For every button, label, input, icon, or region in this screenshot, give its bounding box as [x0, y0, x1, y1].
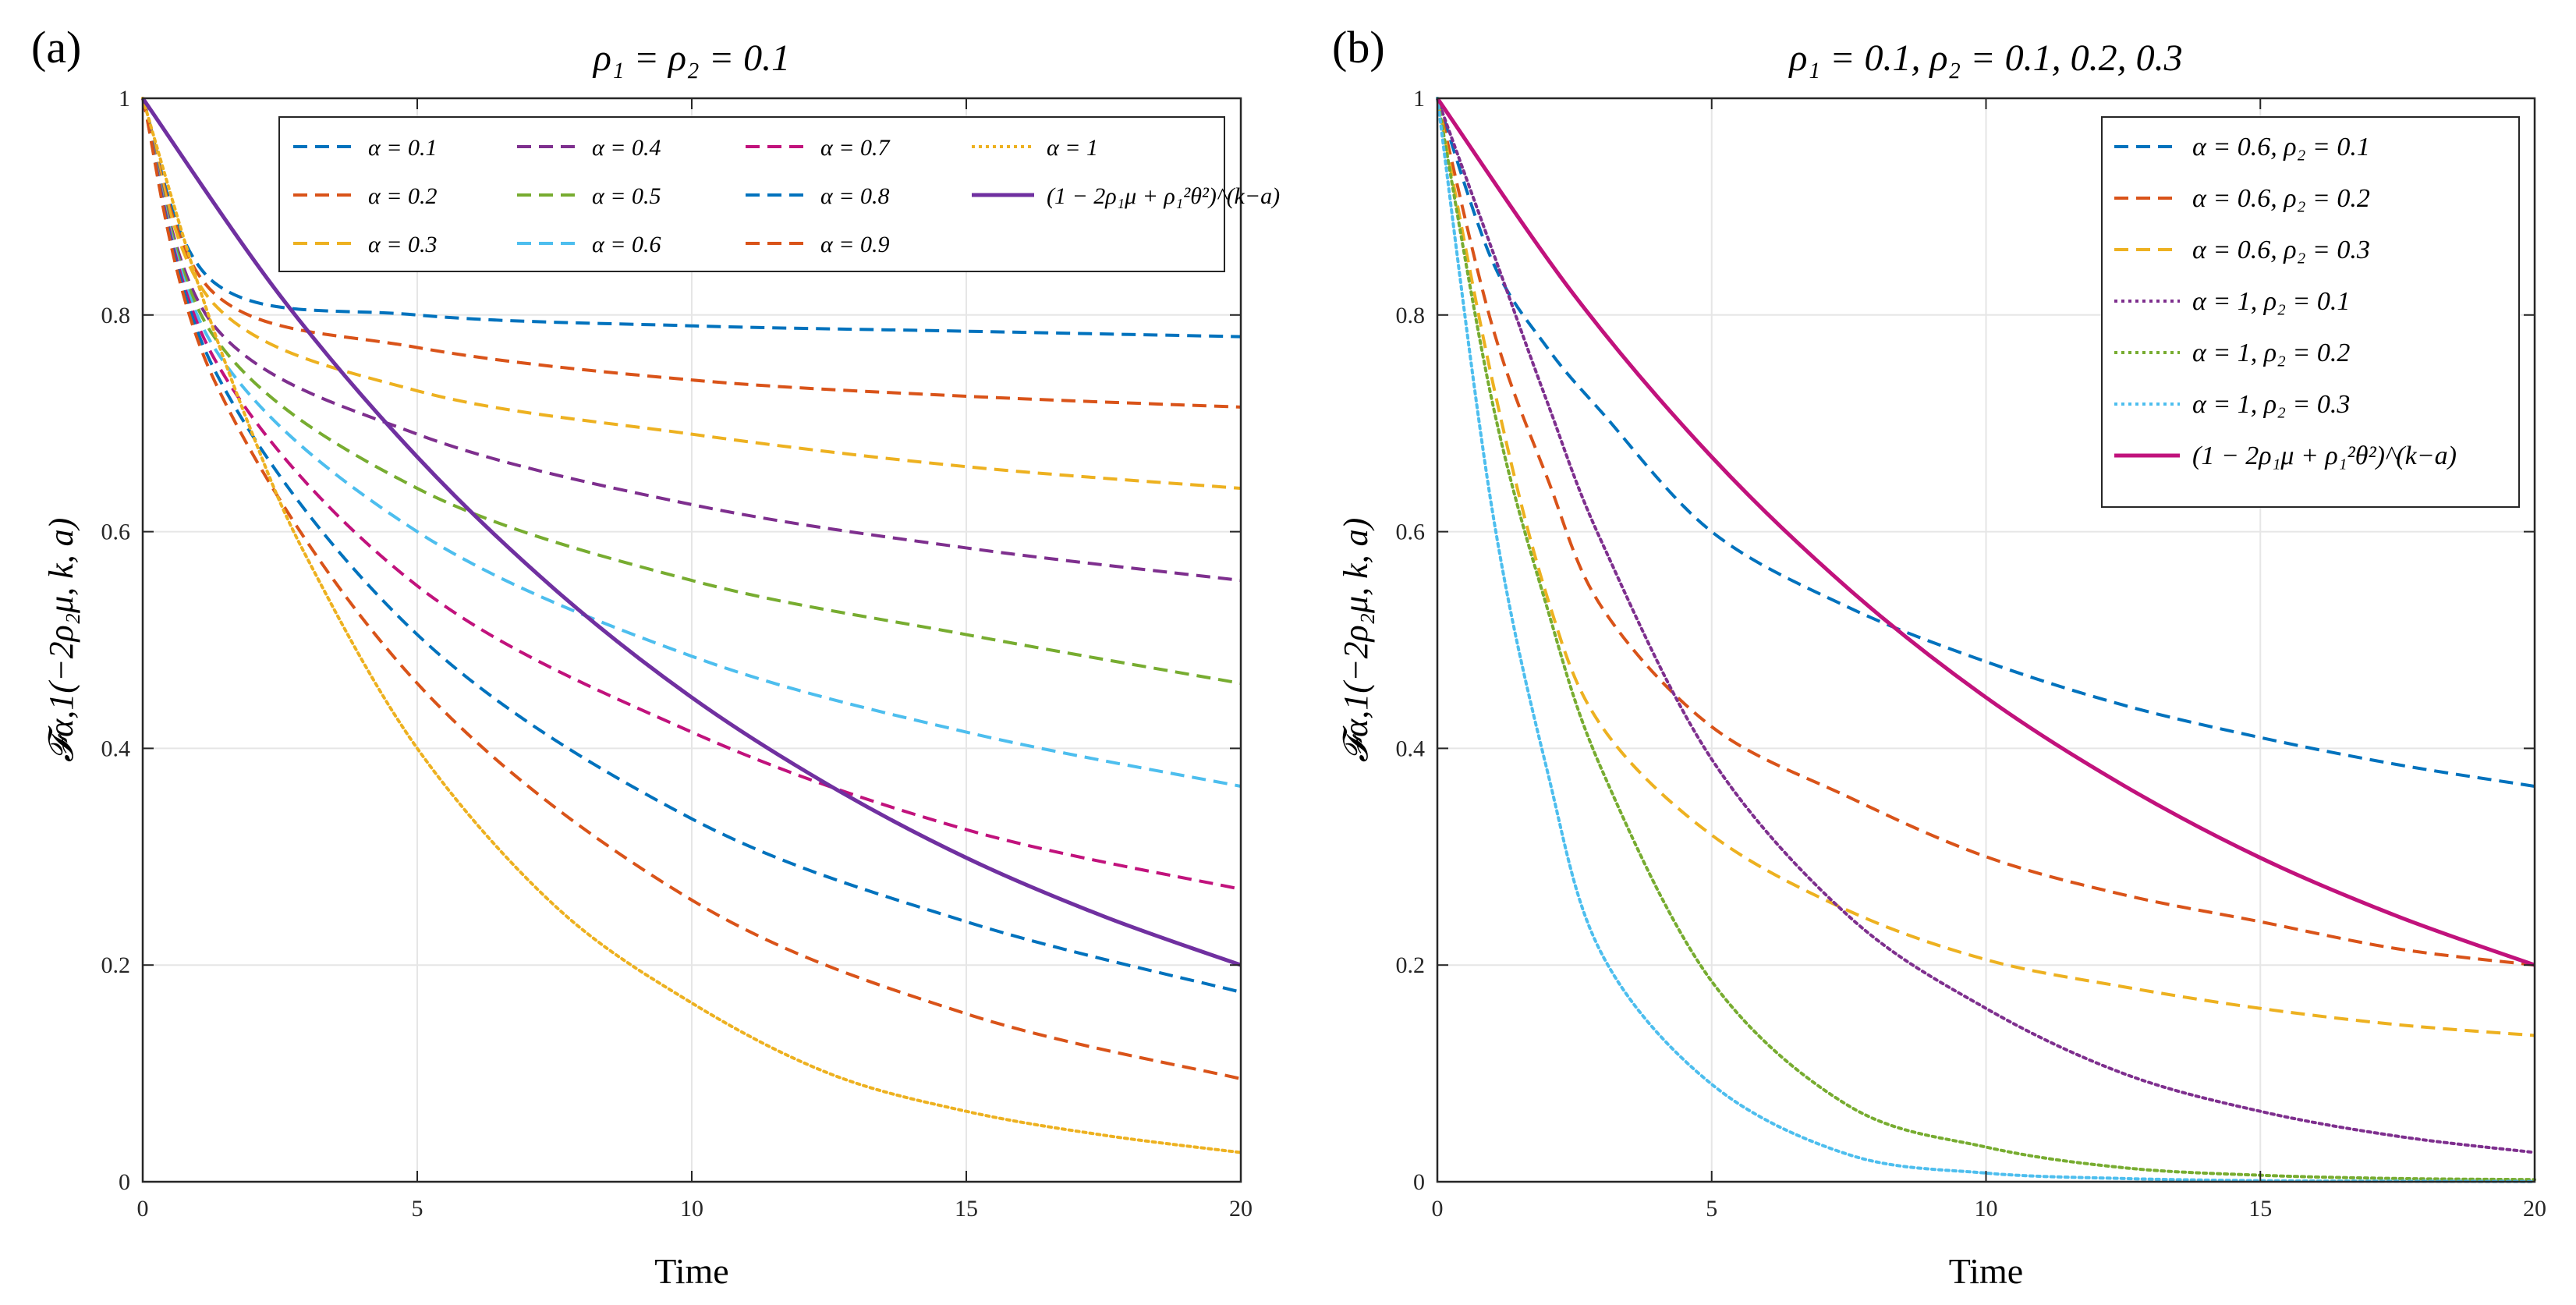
legend-label-6: α = 0.7: [820, 135, 891, 161]
legend-label-1: α = 0.2: [368, 183, 438, 209]
series-line-9: [141, 97, 1242, 1154]
y-tick-label: 0.6: [1396, 520, 1426, 545]
y-tick-label: 0: [119, 1169, 130, 1195]
legend-label-5: α = 0.6: [592, 232, 661, 257]
legend-label-6: (1 − 2ρ₁μ + ρ₁²θ²)^(k−a): [2192, 442, 2457, 470]
legend-label-3: α = 1, ρ₂ = 0.1: [2192, 287, 2350, 316]
chart-title: ρ₁ = ρ₂ = 0.1: [592, 37, 790, 79]
series-line-7: [141, 98, 1242, 994]
legend-label-4: α = 0.5: [592, 183, 661, 209]
legend-label-0: α = 0.6, ρ₂ = 0.1: [2192, 133, 2370, 161]
x-tick-label: 15: [2248, 1196, 2272, 1222]
y-axis-label: 𝓕α,1(−2ρ₂μ, k, a): [1337, 518, 1375, 763]
series-line-0: [141, 98, 1242, 339]
y-tick-label: 0.6: [101, 520, 131, 545]
legend-label-10: (1 − 2ρ₁μ + ρ₁²θ²)^(k−a): [1047, 183, 1280, 209]
series-line-6: [141, 98, 1242, 891]
x-axis-label: Time: [654, 1251, 728, 1291]
series-line-4: [141, 98, 1242, 686]
panel-label: (a): [31, 22, 81, 73]
series-line-0: [1436, 98, 2535, 788]
x-tick-label: 15: [955, 1196, 978, 1222]
x-axis-label: Time: [1949, 1251, 2023, 1291]
legend-label-7: α = 0.8: [820, 183, 890, 209]
y-tick-label: 1: [1413, 86, 1425, 112]
series-line-10: [140, 97, 1242, 967]
panel-b: 0 5 10 15 20 0 0.2 0.4 0.6 0.8 1 Time 𝓕α,1(−2ρ₂μ, k,…: [1332, 22, 2546, 1291]
y-tick-label: 1: [119, 86, 130, 112]
legend-label-9: α = 1: [1047, 135, 1098, 161]
y-tick-label: 0.2: [1396, 952, 1426, 978]
series-line-2: [1436, 98, 2535, 1037]
x-tick-label: 0: [1432, 1196, 1444, 1222]
legend-label-0: α = 0.1: [368, 135, 438, 161]
series-line-4: [1436, 97, 2536, 1182]
y-tick-label: 0.8: [101, 303, 131, 328]
legend-label-2: α = 0.6, ρ₂ = 0.3: [2192, 236, 2370, 264]
series-line-5: [141, 98, 1242, 788]
legend-box: [2101, 116, 2520, 508]
x-tick-label: 5: [1706, 1196, 1717, 1222]
series-line-1: [1436, 98, 2535, 967]
series-line-3: [1436, 97, 2536, 1154]
y-tick-label: 0.4: [1396, 736, 1426, 761]
series-line-3: [141, 98, 1242, 583]
legend-label-3: α = 0.4: [592, 135, 661, 161]
x-tick-label: 0: [137, 1196, 149, 1222]
panel-label: (b): [1332, 22, 1385, 73]
series-line-6: [1435, 97, 2535, 967]
legend-label-4: α = 1, ρ₂ = 0.2: [2192, 339, 2350, 367]
legend: α = 0.6, ρ₂ = 0.1 α = 0.6, ρ₂ = 0.2 α = 0.…: [2101, 116, 2520, 508]
y-tick-label: 0.4: [101, 736, 131, 761]
x-tick-label: 20: [1229, 1196, 1253, 1222]
y-tick-label: 0.8: [1396, 303, 1426, 328]
legend-label-1: α = 0.6, ρ₂ = 0.2: [2192, 184, 2370, 213]
x-tick-label: 5: [412, 1196, 423, 1222]
x-tick-label: 10: [1975, 1196, 1998, 1222]
x-tick-label: 10: [680, 1196, 703, 1222]
legend-label-5: α = 1, ρ₂ = 0.3: [2192, 390, 2350, 419]
series-line-1: [141, 98, 1242, 409]
panel-a: 0 5 10 15 20 0 0.2 0.4 0.6 0.8 1 Time 𝓕α,1(−2ρ₂μ, k,…: [31, 22, 1280, 1291]
series-line-2: [141, 98, 1242, 491]
legend-label-8: α = 0.9: [820, 232, 890, 257]
x-tick-label: 20: [2523, 1196, 2546, 1222]
chart-title: ρ₁ = 0.1, ρ₂ = 0.1, 0.2, 0.3: [1788, 37, 2182, 79]
legend-label-2: α = 0.3: [368, 232, 438, 257]
series-line-8: [141, 98, 1242, 1080]
y-tick-label: 0.2: [101, 952, 131, 978]
series-line-5: [1436, 97, 2536, 1183]
y-tick-label: 0: [1413, 1169, 1425, 1195]
y-axis-label: 𝓕α,1(−2ρ₂μ, k, a): [42, 518, 80, 763]
legend: α = 0.1 α = 0.2 α = 0.3 α = 0.4 α = 0.5 α = 0…: [278, 116, 1280, 272]
